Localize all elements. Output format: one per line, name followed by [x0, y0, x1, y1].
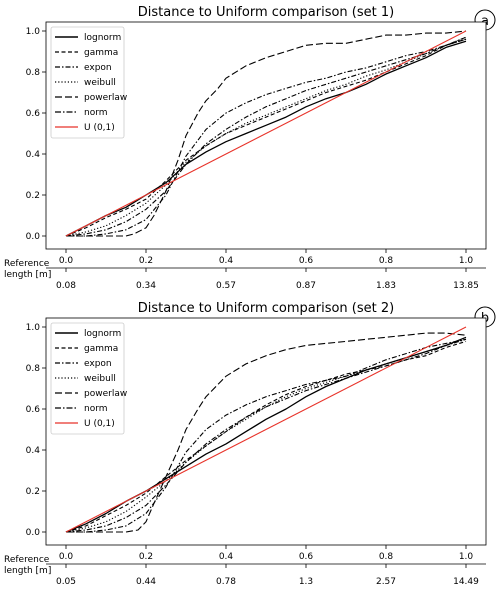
- y-tick-label: 1.0: [26, 323, 41, 333]
- reference-tick-label: 2.57: [376, 577, 396, 587]
- x-tick-label: 0.0: [59, 552, 74, 562]
- reference-ticks: 0.08 0.34 0.57 0.87 1.83 13.85: [56, 268, 479, 291]
- series-line-expon: [65, 338, 467, 533]
- x-tick-label: 0.4: [219, 256, 234, 266]
- y-tick-label: 0.6: [26, 109, 41, 119]
- chart-title: Distance to Uniform comparison (set 1): [138, 5, 394, 20]
- y-tick-label: 0.6: [26, 405, 41, 415]
- legend: lognorm gamma expon weibull powerlaw nor…: [50, 322, 127, 435]
- y-tick-label: 0.8: [26, 364, 41, 374]
- axis-ticks: 0.0 0.2 0.4 0.6 0.8 1.0 0.0 0.2 0.4 0.6 0.8 1.0: [26, 323, 474, 562]
- y-tick-label: 0.4: [26, 446, 41, 456]
- axis-ticks: 0.0 0.2 0.4 0.6 0.8 1.0 0.0 0.2 0.4 0.6 0.8 1.0: [26, 27, 474, 266]
- reference-tick-label: 1.83: [376, 281, 396, 291]
- series-line-u-0-1: [65, 30, 467, 237]
- reference-axis: Reference length [m] 0.08 0.34 0.57 0.87 1.8…: [4, 259, 486, 291]
- x-tick-label: 0.2: [139, 552, 153, 562]
- reference-tick-label: 0.05: [56, 577, 76, 587]
- reference-tick-label: 1.3: [299, 577, 313, 587]
- reference-axis-label: Reference length [m]: [4, 555, 52, 576]
- x-tick-label: 0.6: [299, 552, 314, 562]
- reference-tick-label: 14.49: [453, 577, 479, 587]
- series-line-u-0-1: [65, 326, 467, 533]
- legend-label: gamma: [84, 48, 118, 58]
- series-line-powerlaw: [66, 332, 467, 533]
- legend-label: weibull: [84, 374, 116, 384]
- legend-label: U (0,1): [84, 419, 115, 429]
- y-tick-label: 0.2: [26, 487, 40, 497]
- x-tick-label: 0.2: [139, 256, 153, 266]
- legend-box: [50, 26, 125, 139]
- x-tick-label: 0.8: [379, 552, 394, 562]
- legend-label: powerlaw: [84, 389, 127, 399]
- y-tick-label: 0.4: [26, 150, 41, 160]
- series-line-gamma: [65, 38, 467, 237]
- x-tick-label: 0.8: [379, 256, 394, 266]
- reference-tick-label: 0.87: [296, 281, 316, 291]
- legend-label: powerlaw: [84, 93, 127, 103]
- y-tick-label: 0.2: [26, 191, 40, 201]
- legend-label: U (0,1): [84, 123, 115, 133]
- legend-label: gamma: [84, 344, 118, 354]
- series-line-lognorm: [65, 40, 467, 237]
- legend: lognorm gamma expon weibull powerlaw nor…: [50, 26, 127, 139]
- reference-tick-label: 0.34: [136, 281, 156, 291]
- y-tick-label: 1.0: [26, 27, 41, 37]
- x-tick-label: 0.4: [219, 552, 234, 562]
- chart-panel-a: Distance to Uniform comparison (set 1) a…: [4, 5, 496, 291]
- legend-box: [50, 322, 125, 435]
- series-line-expon: [65, 36, 467, 237]
- reference-tick-label: 0.57: [216, 281, 236, 291]
- y-tick-label: 0.0: [26, 528, 41, 538]
- reference-axis: Reference length [m] 0.05 0.44 0.78 1.3 2.57…: [4, 555, 486, 587]
- reference-tick-label: 13.85: [453, 281, 479, 291]
- legend-label: norm: [84, 404, 108, 414]
- reference-tick-label: 0.78: [216, 577, 236, 587]
- x-tick-label: 0.0: [59, 256, 74, 266]
- legend-label: expon: [84, 359, 112, 369]
- series-line-weibull: [65, 36, 467, 237]
- y-tick-label: 0.0: [26, 232, 41, 242]
- legend-label: lognorm: [84, 329, 121, 339]
- series-lines: [65, 326, 467, 533]
- panel-label: a: [481, 14, 489, 29]
- series-lines: [65, 30, 467, 237]
- reference-ticks: 0.05 0.44 0.78 1.3 2.57 14.49: [56, 564, 479, 587]
- legend-label: lognorm: [84, 33, 121, 43]
- x-tick-label: 1.0: [459, 552, 474, 562]
- reference-tick-label: 0.08: [56, 281, 76, 291]
- x-tick-label: 0.6: [299, 256, 314, 266]
- y-tick-label: 0.8: [26, 68, 41, 78]
- legend-label: expon: [84, 63, 112, 73]
- reference-axis-label: Reference length [m]: [4, 259, 52, 280]
- chart-panel-b: Distance to Uniform comparison (set 2) b…: [4, 301, 496, 587]
- series-line-norm: [66, 338, 467, 533]
- x-tick-label: 1.0: [459, 256, 474, 266]
- legend-label: norm: [84, 108, 108, 118]
- series-line-norm: [66, 38, 467, 237]
- series-line-gamma: [65, 340, 467, 533]
- legend-label: weibull: [84, 78, 116, 88]
- reference-tick-label: 0.44: [136, 577, 156, 587]
- series-line-powerlaw: [66, 30, 467, 237]
- chart-title: Distance to Uniform comparison (set 2): [138, 301, 394, 316]
